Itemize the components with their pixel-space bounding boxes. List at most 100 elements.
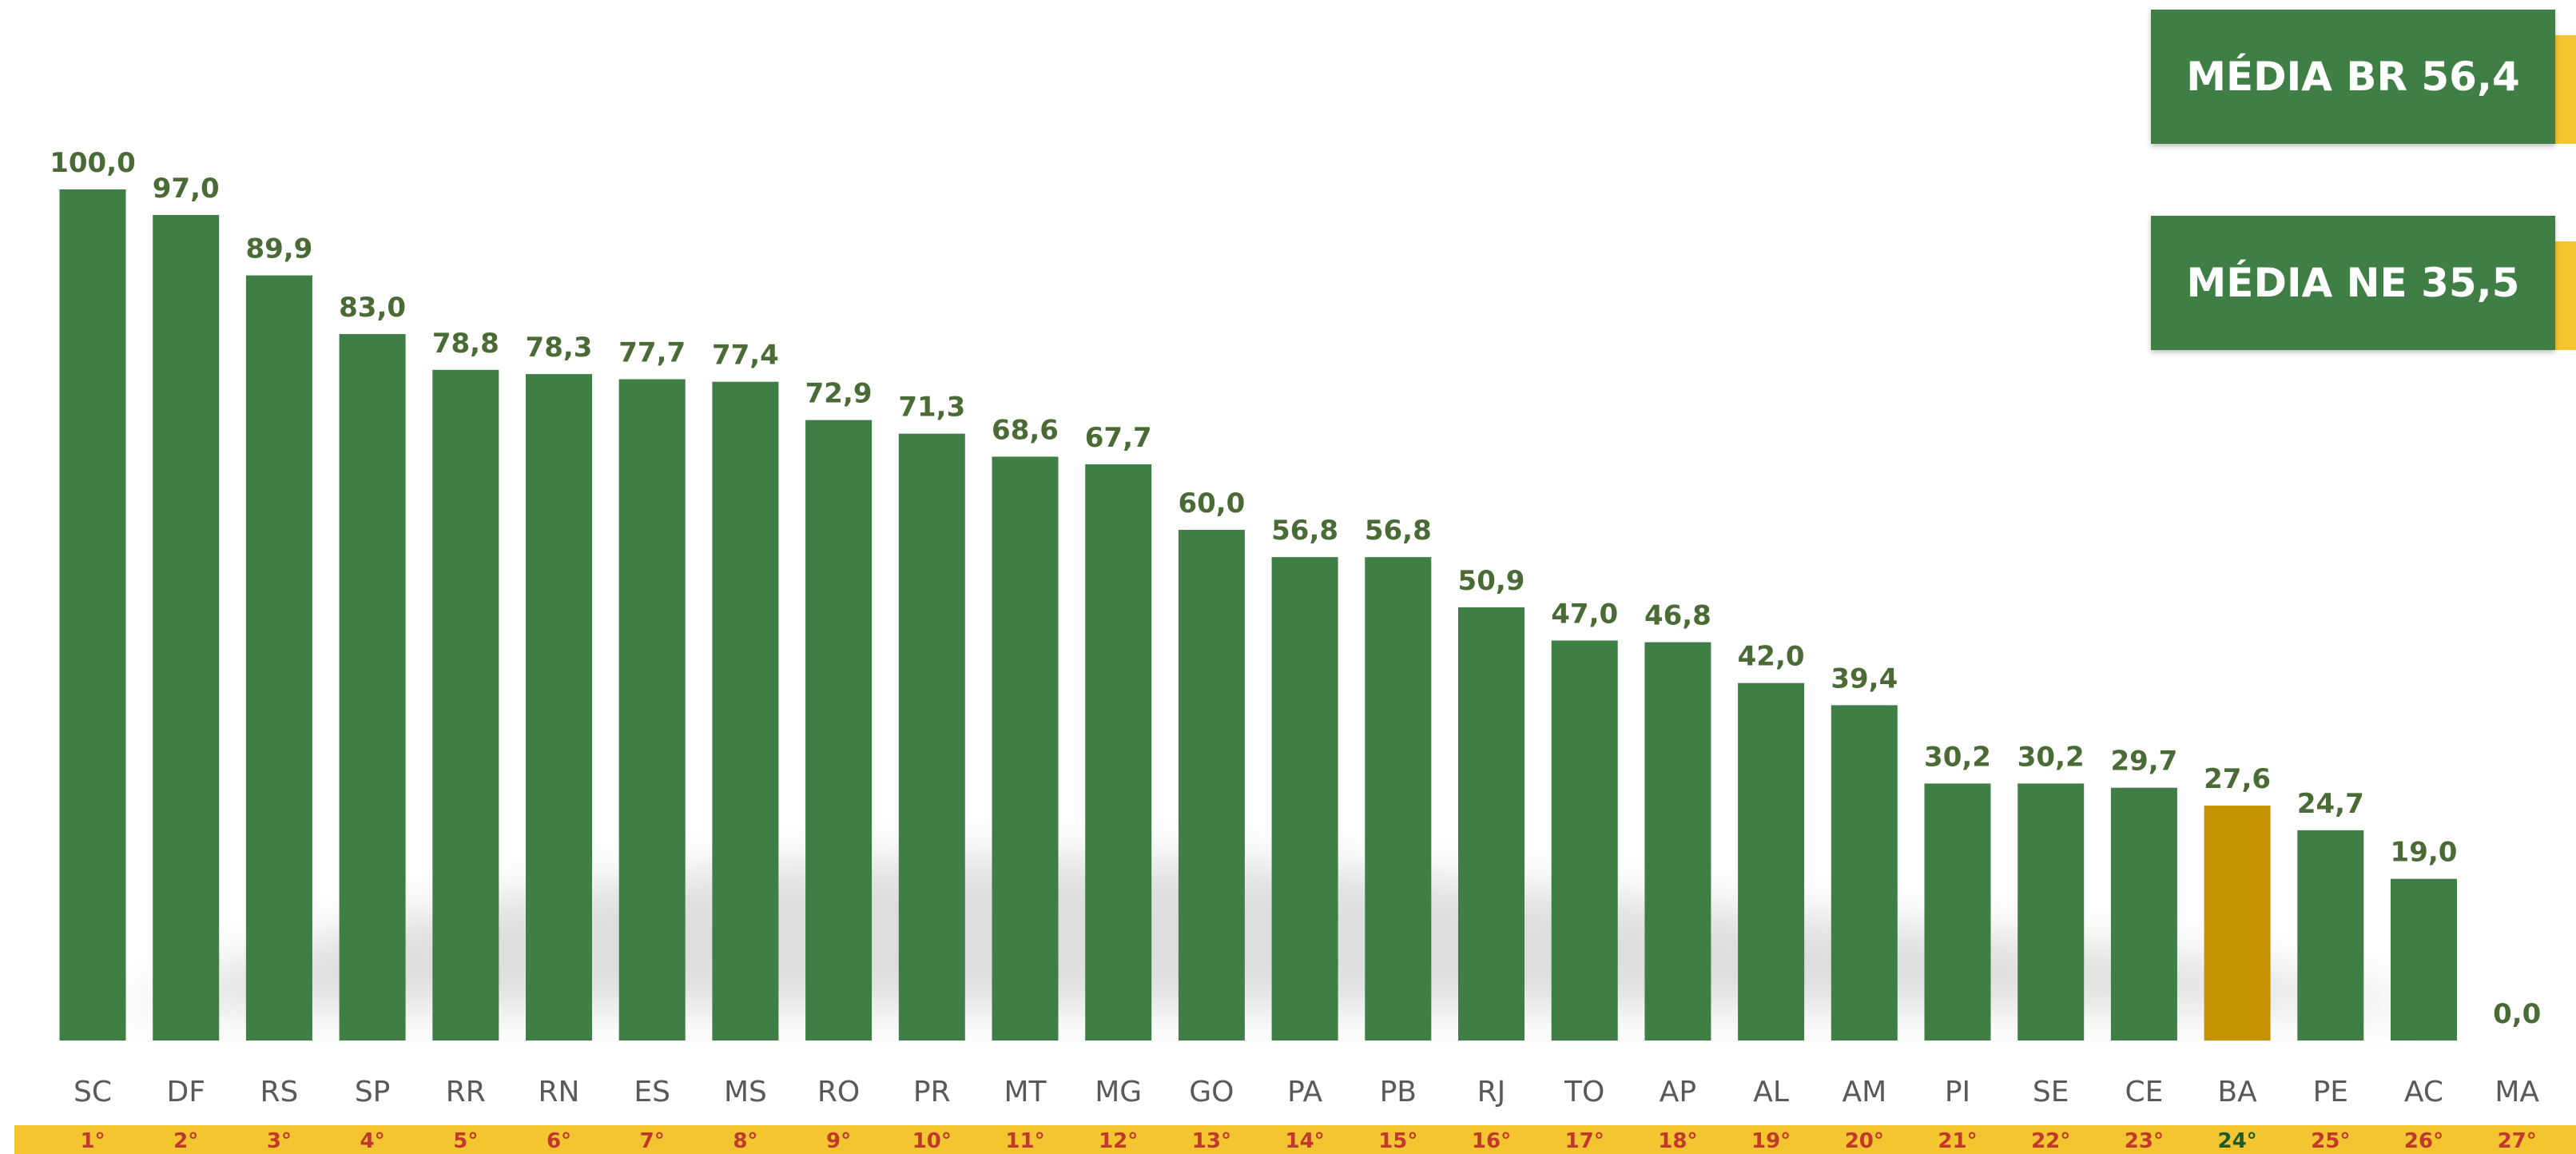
value-label-ro: 72,9 [805,378,873,410]
category-label-pr: PR [913,1076,951,1108]
category-label-ma: MA [2495,1076,2539,1108]
value-label-es: 77,7 [618,337,686,369]
rank-label-es: 7° [640,1129,665,1153]
rank-label-to: 17° [1565,1129,1604,1153]
rank-label-sc: 1° [80,1129,105,1153]
rank-label-mt: 11° [1005,1129,1044,1153]
category-label-ro: RO [817,1076,860,1108]
bar-rn [526,374,592,1041]
value-label-to: 47,0 [1551,599,1618,631]
rank-label-ma: 27° [2498,1129,2537,1153]
value-label-al: 42,0 [1738,641,1805,673]
category-label-am: AM [1842,1076,1886,1108]
bar-al [1738,682,1805,1041]
value-label-rn: 78,3 [526,332,593,364]
category-label-ac: AC [2404,1076,2443,1108]
rank-labels-group: 1° 2° 3° 4° 5° 6° 7° 8° 9° 10° 11° 12° 13° 14° 15° 16° 1… [80,1129,2536,1153]
rank-label-pe: 25° [2311,1129,2350,1153]
value-label-ma: 0,0 [2493,998,2541,1030]
bar-pr [898,433,965,1041]
bar-df [153,215,220,1041]
bar-rs [245,275,312,1041]
bar-to [1551,640,1618,1041]
bar-ce [2110,787,2177,1041]
rank-label-rr: 5° [453,1129,478,1153]
value-label-df: 97,0 [153,173,220,205]
value-label-rs: 89,9 [245,233,312,265]
value-label-rr: 78,8 [432,328,499,360]
category-label-ce: CE [2125,1076,2163,1108]
rank-label-ms: 8° [733,1129,757,1153]
category-label-pa: PA [1287,1076,1322,1108]
rank-label-rj: 16° [1472,1129,1511,1153]
category-label-rr: RR [446,1076,486,1108]
value-label-mt: 68,6 [992,414,1059,446]
bar-ms [712,381,779,1041]
category-label-ms: MS [724,1076,767,1108]
bar-pe [2297,830,2364,1041]
value-label-sc: 100,0 [50,147,136,179]
rank-label-ce: 23° [2125,1129,2164,1153]
rank-label-ro: 9° [826,1129,851,1153]
value-label-mg: 67,7 [1085,422,1152,454]
bar-am [1831,705,1898,1041]
category-label-sc: SC [74,1076,112,1108]
value-labels-group: 100,0 97,0 89,9 83,0 78,8 78,3 77,7 77,4 72,9 71,… [50,147,2541,1030]
category-labels-group: SC DF RS SP RR RN ES MS RO PR MT MG GO PA PB RJ TO AP AL AM… [74,1076,2539,1108]
bars-group [59,189,2457,1041]
rank-label-ba: 24° [2218,1129,2257,1153]
bar-sc [59,189,126,1041]
bar-pa [1271,557,1338,1041]
value-label-ms: 77,4 [712,340,779,372]
bar-mt [992,456,1059,1041]
rank-band [14,1125,2576,1154]
value-label-ce: 29,7 [2110,746,2177,778]
category-label-se: SE [2033,1076,2069,1108]
category-label-pb: PB [1380,1076,1417,1108]
rank-label-sp: 4° [360,1129,385,1153]
category-label-ap: AP [1660,1076,1696,1108]
category-label-al: AL [1753,1076,1789,1108]
bar-rr [432,369,499,1041]
rank-label-pr: 10° [912,1129,952,1153]
category-label-rs: RS [260,1076,298,1108]
rank-label-am: 20° [1845,1129,1884,1153]
bar-pi [1924,783,1991,1041]
bar-es [618,379,686,1041]
media-br-label: MÉDIA BR 56,4 [2151,10,2555,144]
value-label-am: 39,4 [1831,663,1898,694]
rank-label-se: 22° [2031,1129,2070,1153]
value-label-pe: 24,7 [2297,788,2364,820]
rank-label-go: 13° [1192,1129,1231,1153]
bar-ro [805,420,873,1041]
category-label-ba: BA [2217,1076,2257,1108]
media-ne-box: MÉDIA NE 35,5 [2151,216,2576,350]
bar-ap [1644,642,1711,1041]
rank-label-ac: 26° [2404,1129,2443,1153]
category-label-pi: PI [1945,1076,1970,1108]
value-label-pa: 56,8 [1271,515,1338,547]
bar-ac [2391,878,2457,1041]
category-label-mt: MT [1004,1076,1047,1108]
category-label-sp: SP [355,1076,391,1108]
media-br-box: MÉDIA BR 56,4 [2151,10,2576,144]
category-label-to: TO [1564,1076,1604,1108]
value-label-pi: 30,2 [1924,741,1991,773]
rank-label-ap: 18° [1658,1129,1697,1153]
bar-go [1178,530,1245,1041]
rank-label-pa: 14° [1286,1129,1325,1153]
value-label-ba: 27,6 [2204,763,2271,795]
value-label-pr: 71,3 [898,392,965,424]
value-label-se: 30,2 [2017,741,2085,773]
rank-label-rn: 6° [547,1129,571,1153]
bar-sp [339,334,406,1041]
value-label-rj: 50,9 [1458,565,1525,597]
value-label-sp: 83,0 [339,292,406,324]
value-label-ap: 46,8 [1644,600,1711,632]
value-label-ac: 19,0 [2391,837,2458,869]
rank-label-mg: 12° [1099,1129,1138,1153]
media-ne-label: MÉDIA NE 35,5 [2151,216,2555,350]
value-label-go: 60,0 [1178,487,1245,519]
category-label-go: GO [1189,1076,1234,1108]
